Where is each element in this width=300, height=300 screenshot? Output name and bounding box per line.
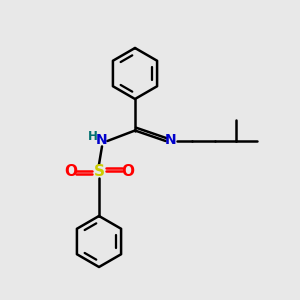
Text: N: N: [96, 134, 108, 147]
Text: O: O: [64, 164, 77, 178]
Text: H: H: [88, 130, 98, 143]
Text: O: O: [121, 164, 134, 178]
Text: S: S: [94, 164, 104, 178]
Text: N: N: [165, 134, 177, 147]
